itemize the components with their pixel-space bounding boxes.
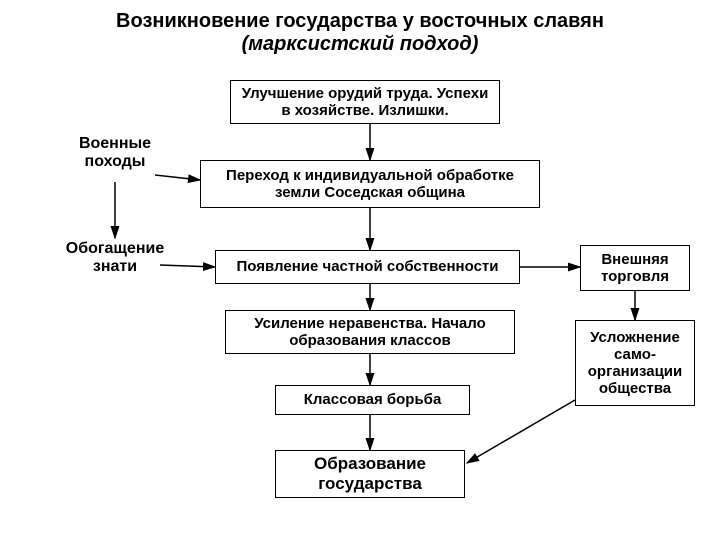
node-state: Образование государства [275, 450, 465, 498]
node-military: Военные походы [55, 135, 175, 179]
node-trade: Внешняя торговля [580, 245, 690, 291]
node-tools: Улучшение орудий труда. Успехи в хозяйст… [230, 80, 500, 124]
node-private: Появление частной собственности [215, 250, 520, 284]
node-land: Переход к индивидуальной обработке земли… [200, 160, 540, 208]
node-inequal: Усиление неравенства. Начало образования… [225, 310, 515, 354]
edge-complic-state [467, 400, 575, 463]
node-enrich: Обогащение знати [45, 240, 185, 284]
node-complic: Усложнение само-организации общества [575, 320, 695, 406]
node-struggle: Классовая борьба [275, 385, 470, 415]
title-line1: Возникновение государства у восточных сл… [0, 10, 720, 33]
diagram-title: Возникновение государства у восточных сл… [0, 10, 720, 56]
title-line2: (марксистский подход) [0, 33, 720, 56]
